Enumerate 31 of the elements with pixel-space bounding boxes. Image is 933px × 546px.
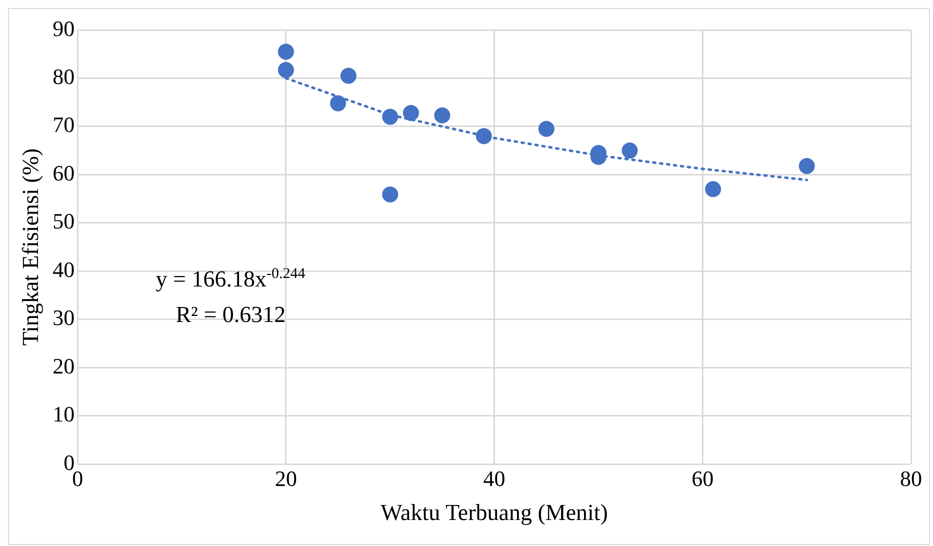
point	[434, 107, 450, 124]
y-tick-label: 80	[52, 64, 75, 90]
x-axis-title: Waktu Terbuang (Menit)	[380, 500, 608, 526]
y-tick-label: 60	[52, 160, 75, 186]
point	[476, 128, 492, 144]
point	[330, 95, 346, 112]
point	[798, 158, 815, 174]
annotation: y = 166.18x$^{-0.244}$	[156, 266, 306, 293]
annotation: R² = 0.6312	[176, 302, 286, 328]
point	[705, 181, 722, 198]
point	[622, 142, 638, 159]
point	[278, 44, 294, 60]
point	[278, 62, 294, 78]
y-tick-label: 40	[52, 256, 75, 282]
y-axis-title: Tingkat Efisiensi (%)	[18, 148, 43, 346]
y-tick-label: 30	[52, 305, 75, 330]
point	[382, 108, 398, 125]
x-tick-label: 20	[274, 466, 297, 491]
y-tick-label: 50	[52, 208, 75, 234]
point	[382, 186, 398, 202]
y-tick-label: 70	[52, 112, 75, 138]
point	[538, 120, 554, 137]
point	[402, 104, 419, 121]
y-tick-label: 90	[52, 16, 75, 41]
x-tick-label: 40	[483, 466, 506, 491]
x-tick-label: 60	[692, 466, 714, 491]
x-tick-label: 80	[900, 466, 922, 491]
point	[340, 68, 356, 84]
y-tick-label: 10	[52, 402, 75, 427]
y-tick-label: 0	[64, 450, 75, 475]
y-tick-label: 20	[52, 353, 75, 378]
